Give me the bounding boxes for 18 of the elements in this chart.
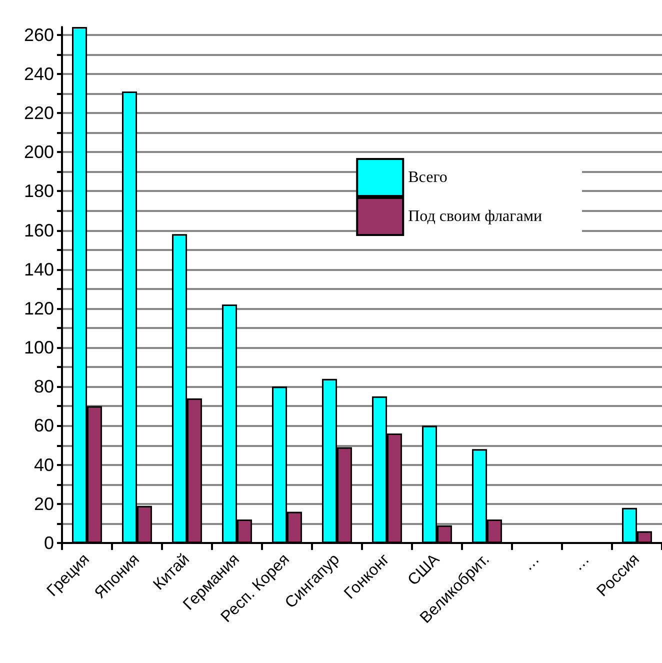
y-tick-label: 260: [24, 24, 54, 45]
y-tick-label: 140: [24, 259, 54, 280]
y-tick-label: 60: [34, 416, 54, 436]
y-tick-label: 180: [24, 181, 54, 202]
y-tick-label: 100: [24, 338, 54, 358]
legend-label: Под своим флагами: [408, 208, 542, 225]
y-tick-label: 20: [34, 494, 54, 514]
legend-label: Всего: [408, 169, 448, 186]
y-tick-label: 80: [34, 376, 54, 397]
y-tick-label: 200: [24, 142, 54, 162]
y-tick-label: 120: [24, 298, 54, 318]
y-tick-label: 240: [24, 64, 54, 84]
x-tick-label: …: [570, 550, 594, 574]
y-tick-label: 40: [34, 454, 54, 475]
x-tick-label: …: [520, 550, 544, 574]
y-tick-label: 0: [44, 533, 54, 553]
y-tick-label: 220: [24, 103, 54, 123]
y-tick-label: 160: [24, 220, 54, 240]
